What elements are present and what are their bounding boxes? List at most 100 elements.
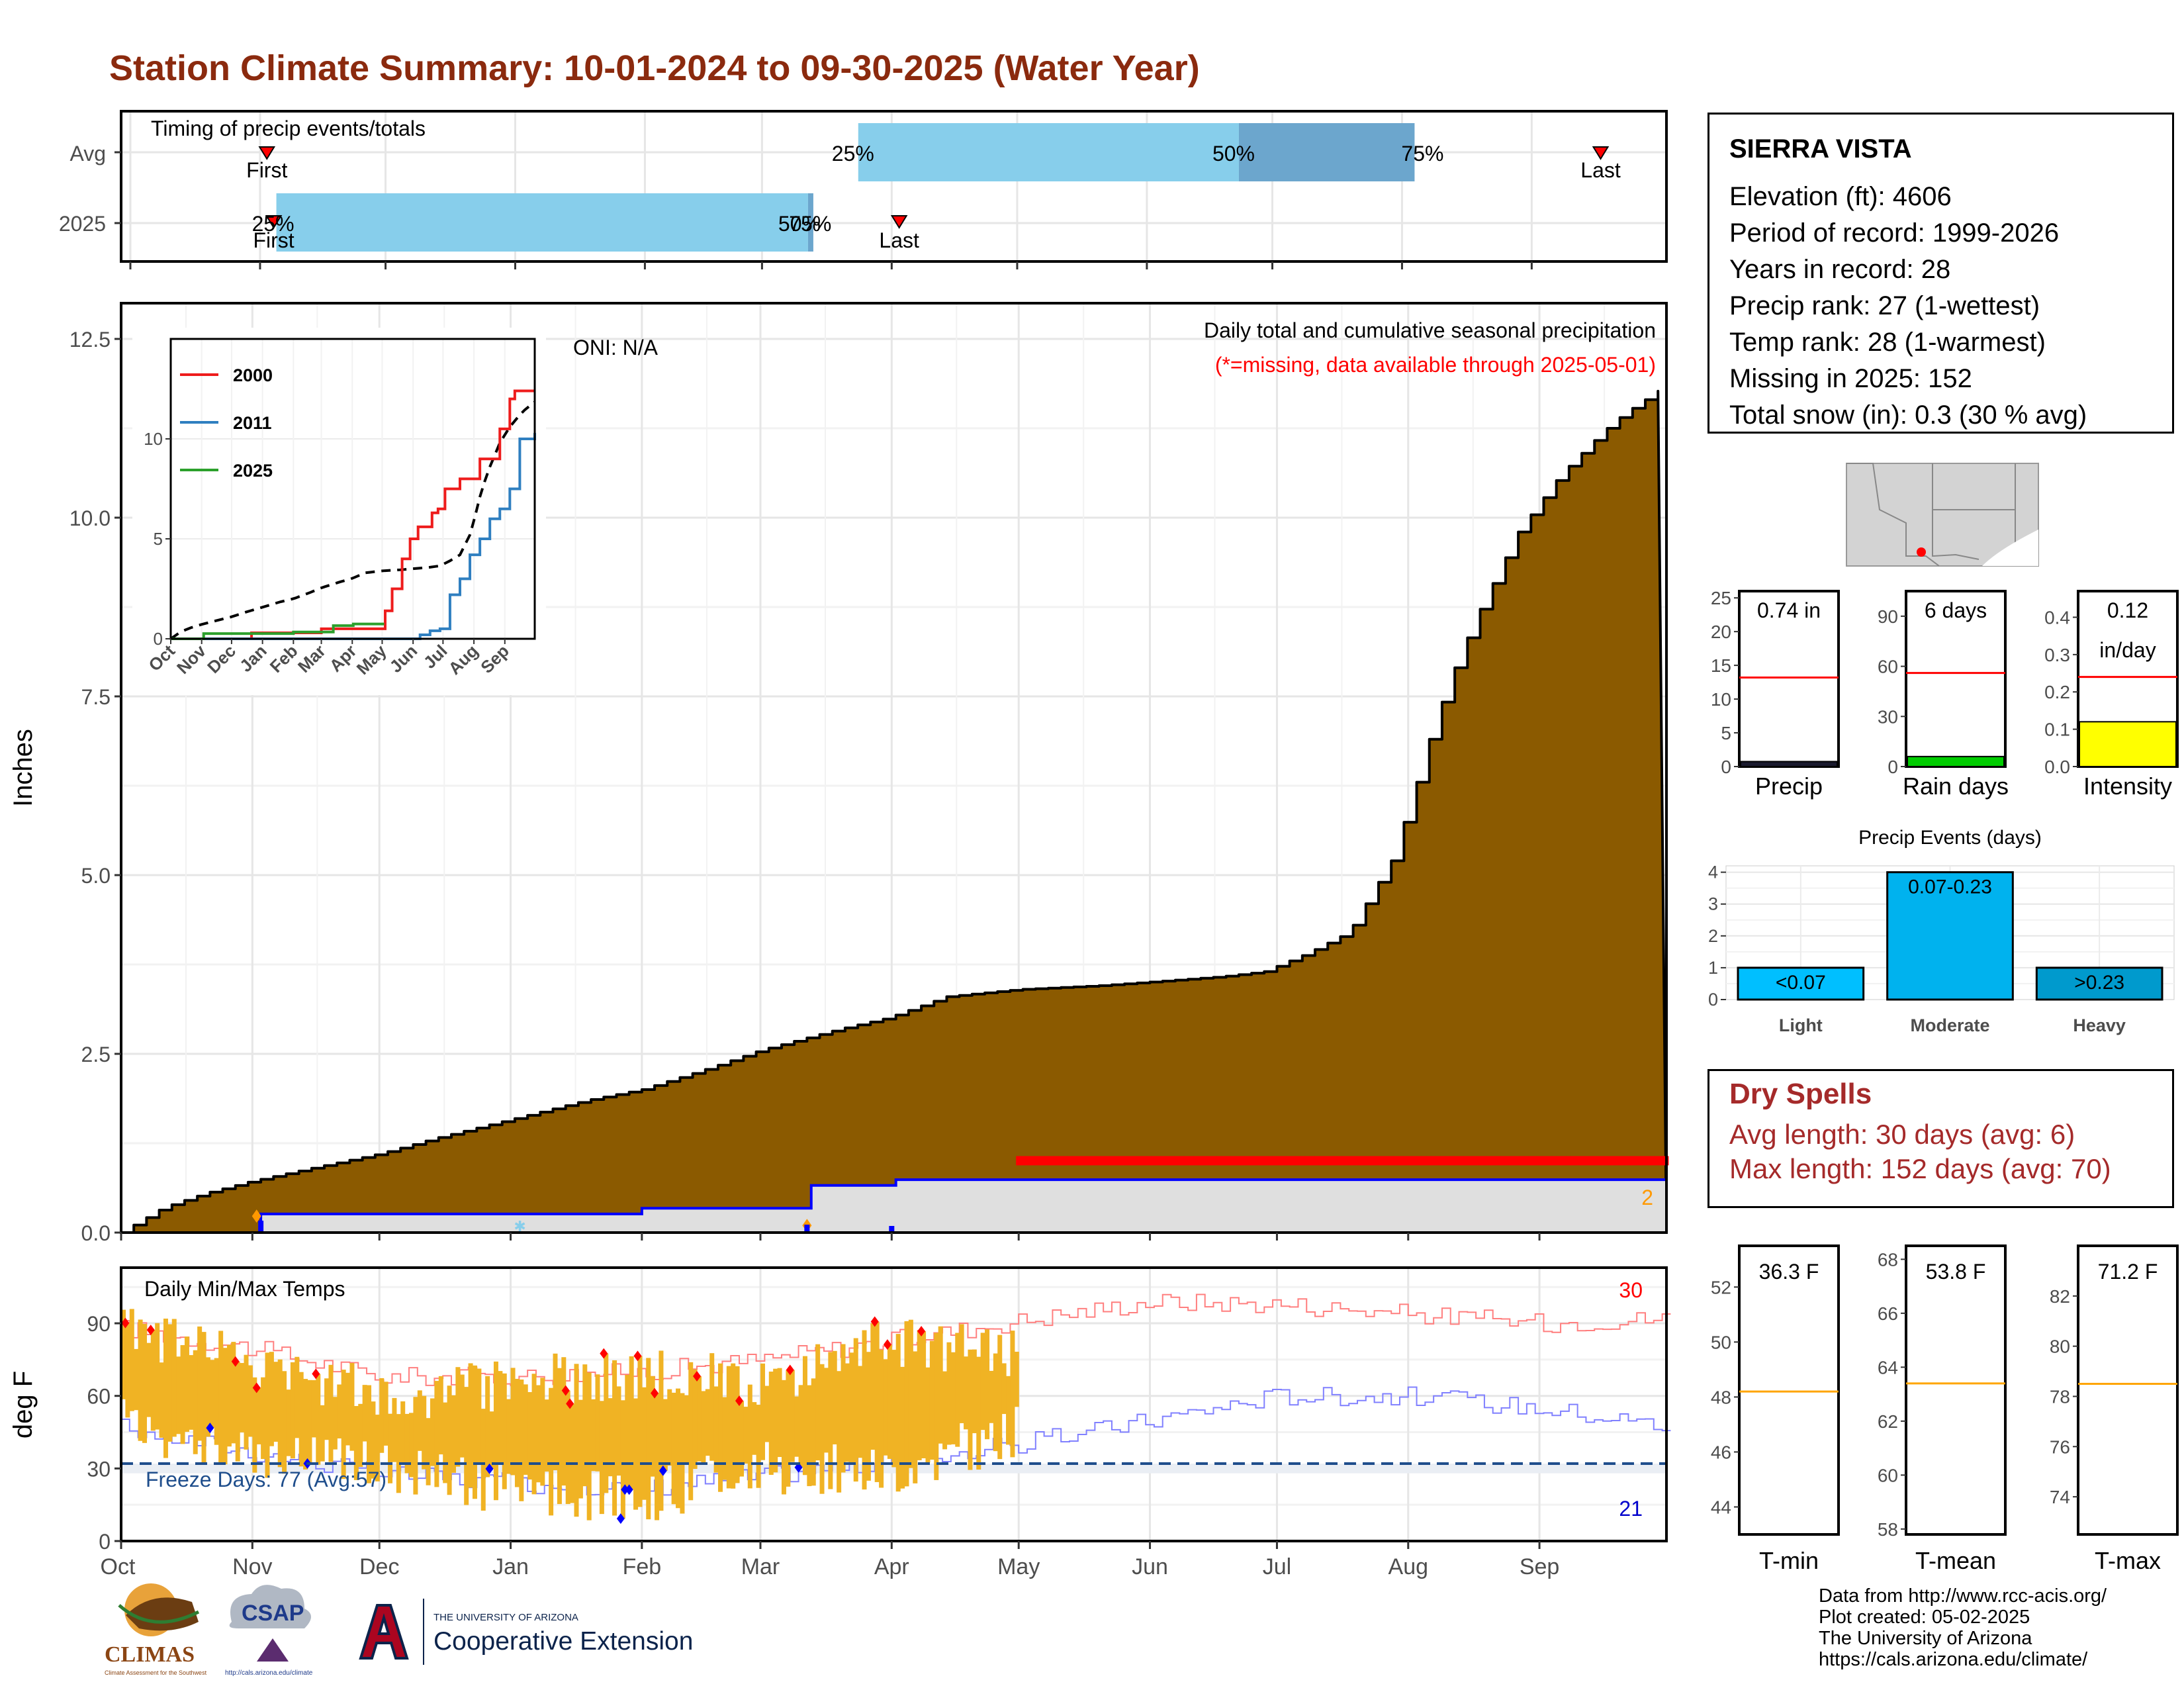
events-bar-label: <0.07 [1776, 972, 1826, 994]
missing-day-marker [1067, 1156, 1073, 1166]
daily-temp-bar [171, 1319, 177, 1437]
record-high-marker [121, 1317, 130, 1329]
daily-temp-bar [612, 1360, 617, 1516]
daily-temp-bar [561, 1357, 567, 1486]
daily-temp-bar [388, 1413, 393, 1483]
missing-day-marker [1160, 1156, 1166, 1166]
gauge-frame [1905, 590, 2007, 768]
missing-day-marker [1449, 1156, 1455, 1166]
daily-temp-bar [908, 1319, 913, 1468]
gauge-value-label: 0.12 [2107, 598, 2148, 622]
daily-temp-bar [616, 1386, 621, 1476]
missing-day-marker [1435, 1156, 1441, 1166]
temp-gauge-name: T-mean [1915, 1547, 1996, 1574]
y2025-last-marker [890, 215, 908, 229]
map-mexico [1982, 530, 2038, 566]
logos-row: CLIMAS Climate Assessment for the Southw… [105, 1583, 693, 1677]
daily-temp-bar [726, 1366, 731, 1489]
daily-temp-bar [604, 1353, 609, 1493]
daily-temp-bar [125, 1323, 130, 1418]
daily-temp-bar [434, 1381, 439, 1487]
record-high-marker [870, 1316, 879, 1327]
daily-temp-bar [578, 1399, 583, 1499]
missing-day-marker [1113, 1156, 1119, 1166]
y2025-first-label: First [253, 228, 294, 252]
missing-day-marker [1337, 1156, 1343, 1166]
daily-temp-bar [655, 1393, 660, 1521]
missing-day-marker [1416, 1156, 1422, 1166]
missing-day-marker [1542, 1156, 1548, 1166]
events-bar-label: 0.07-0.23 [1908, 876, 1992, 898]
daily-temp-bar [396, 1414, 401, 1493]
daily-temp-bar [367, 1385, 372, 1483]
inset-series-2011 [171, 432, 536, 640]
daily-temp-bar [176, 1356, 181, 1434]
missing-day-marker [1295, 1156, 1301, 1166]
missing-day-marker [1090, 1156, 1096, 1166]
gauge-value-label: 6 days [1925, 598, 1987, 622]
missing-day-marker [1151, 1156, 1157, 1166]
inset-legend-label: 2011 [233, 413, 272, 433]
events-category-label: Heavy [2073, 1015, 2126, 1035]
missing-day-marker [1355, 1156, 1361, 1166]
daily-temp-bar [480, 1409, 486, 1511]
temp-gauge-value-label: 71.2 F [2098, 1260, 2158, 1284]
daily-temp-bar [1010, 1331, 1015, 1458]
daily-temp-bar [629, 1356, 634, 1490]
month-label: Feb [623, 1554, 662, 1579]
missing-day-marker [1267, 1156, 1273, 1166]
daily-temp-bar [155, 1323, 160, 1430]
missing-day-marker [1547, 1156, 1553, 1166]
record-high-marker [231, 1356, 240, 1367]
inset-legend-label: 2000 [233, 365, 273, 385]
gauge-name: Precip [1755, 773, 1823, 800]
daily-temp-bar [828, 1352, 833, 1489]
daily-temp-bar [917, 1330, 922, 1460]
temp-gauge-tick-label: 76 [2050, 1436, 2070, 1457]
missing-day-marker [1426, 1156, 1432, 1166]
gauge-name: Intensity [2083, 773, 2172, 800]
missing-day-marker [1524, 1156, 1529, 1166]
missing-day-marker [1486, 1156, 1492, 1166]
temp-gauge-name: T-max [2095, 1547, 2161, 1574]
daily-temp-bar [489, 1411, 494, 1469]
missing-day-marker [1137, 1156, 1143, 1166]
temp-gauge-tick-label: 68 [1878, 1249, 1898, 1270]
events-y-label: 4 [1708, 863, 1718, 882]
daily-temp-bar [290, 1362, 295, 1459]
daily-temp-bar [295, 1356, 300, 1438]
daily-temp-bar [189, 1355, 194, 1430]
station-temp-rank: Temp rank: 28 (1-warmest) [1729, 328, 2046, 357]
daily-temp-bar [231, 1342, 236, 1444]
missing-day-marker [1621, 1156, 1627, 1166]
station-snow: Total snow (in): 0.3 (30 % avg) [1729, 400, 2087, 430]
oni-label: ONI: N/A [573, 336, 659, 359]
daily-temp-bar [633, 1398, 639, 1510]
missing-day-marker [1118, 1156, 1124, 1166]
daily-temp-bar [731, 1363, 736, 1489]
daily-temp-bar [756, 1405, 761, 1488]
daily-temp-bar [591, 1399, 596, 1472]
missing-day-marker [1085, 1156, 1091, 1166]
daily-temp-bar [667, 1389, 672, 1466]
missing-day-marker [1328, 1156, 1334, 1166]
missing-day-marker [1244, 1156, 1250, 1166]
ua-small-text: THE UNIVERSITY OF ARIZONA [433, 1612, 578, 1623]
daily-temp-bar [523, 1384, 528, 1475]
missing-day-marker [1379, 1156, 1385, 1166]
gauge-tick-label: 60 [1878, 657, 1898, 677]
daily-temp-bar [531, 1374, 537, 1495]
missing-day-marker [1220, 1156, 1226, 1166]
gauge-tick-label: 20 [1711, 622, 1731, 642]
missing-day-marker [1659, 1156, 1664, 1166]
timing-row-avg: Avg [69, 142, 106, 165]
daily-temp-bar [404, 1413, 410, 1474]
month-label: Jan [492, 1554, 529, 1579]
daily-temp-bar [353, 1406, 359, 1480]
daily-temp-bar [929, 1340, 934, 1460]
daily-temp-bar [498, 1371, 503, 1464]
daily-temp-bar [671, 1392, 676, 1505]
missing-day-marker [1514, 1156, 1520, 1166]
temp-gauge-t-max: 74 76 78 80 82 71.2 F T-max [2050, 1244, 2179, 1574]
daily-temp-bar [832, 1350, 837, 1444]
